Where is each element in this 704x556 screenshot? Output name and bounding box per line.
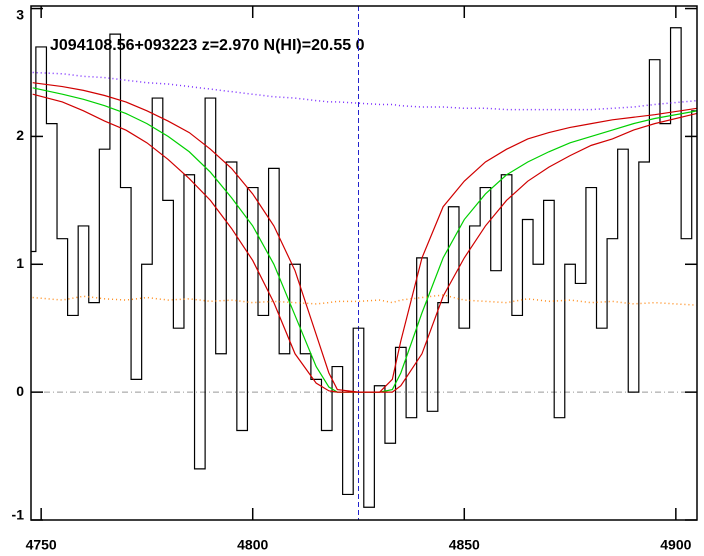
annotation: J094108.56+093223 z=2.970 N(HI)=20.55 0 (50, 37, 365, 54)
x-tick-label: 4800 (237, 537, 268, 553)
spectrum-line (32, 294, 697, 306)
spectrum-line (32, 71, 697, 111)
y-tick-label: 3 (16, 7, 24, 23)
plot (31, 6, 697, 520)
x-tick-label: 4900 (660, 537, 691, 553)
y-tick-label: 1 (16, 255, 24, 271)
spectrum-line (32, 93, 697, 393)
spectrum-line (31, 27, 697, 508)
y-tick-label: -1 (12, 507, 25, 523)
frame (30, 5, 698, 521)
x-tick-label: 4750 (26, 537, 57, 553)
spectrum-line (32, 82, 697, 393)
y-tick-label: 0 (16, 383, 24, 399)
y-tick-label: 2 (16, 127, 24, 143)
x-tick-label: 4850 (449, 537, 480, 553)
